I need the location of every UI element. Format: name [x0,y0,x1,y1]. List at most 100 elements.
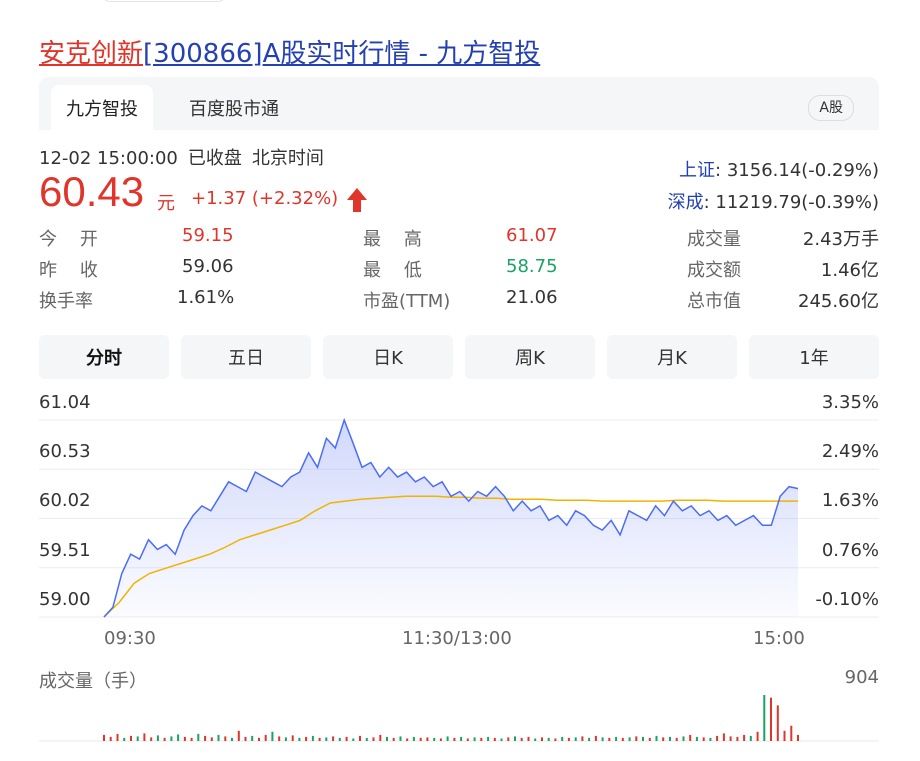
volume-bar [763,695,766,741]
price-line [103,417,799,618]
tab-intraday[interactable]: 分时 [39,335,169,379]
y-tick-left: 60.53 [39,441,91,462]
volume-bar [749,735,752,741]
volume-bar [116,733,119,741]
volume-bar [453,737,456,741]
volume-bar [406,738,409,741]
volume-bar [284,737,287,741]
volume-bar [722,733,725,741]
volume-bar [197,733,200,741]
volume-bar [514,736,516,741]
index-name[interactable]: 上证 [679,160,716,181]
index-value: : 11219.79(-0.39%) [703,192,879,213]
volume-bar [783,730,786,741]
open-label: 今 开 [39,229,98,250]
volume-bar [419,737,422,741]
volume-bar [675,737,678,741]
volume-label: 成交量 [687,229,741,250]
prev-close-label: 昨 收 [39,260,98,281]
volume-bar [136,736,139,741]
volume-bar [507,737,510,741]
volume-bar [439,738,442,741]
volume-bar [520,737,523,741]
index-shanghai[interactable]: 上证: 3156.14(-0.29%) [679,156,879,182]
volume-bar [231,737,233,741]
volume-bar [689,734,692,741]
turnover-label: 换手率 [39,291,93,312]
mcap-value: 245.60亿 [798,291,879,312]
volume-bar [561,736,564,741]
average-price-line [103,495,798,618]
volume-bar [541,737,543,741]
tab-jiufang[interactable]: 九方智投 [51,85,153,130]
volume-bar [291,735,294,741]
volume-bar [446,736,449,741]
volume-bar [776,705,779,741]
tab-baidu-stock[interactable]: 百度股市通 [189,98,279,120]
high-label: 最 高 [363,229,422,250]
timezone-label: 北京时间 [251,148,324,169]
volume-bar [493,737,496,741]
volume-bar [567,737,570,741]
pe-label: 市盈(TTM) [363,291,451,312]
volume-chart-label: 成交量（手） [39,671,147,692]
volume-bar [621,737,624,741]
volume-bar [500,738,503,741]
volume-bar [224,736,227,741]
volume-max-label: 904 [844,667,879,688]
volume-bar [534,738,537,741]
quote-datetime: 12-02 15:00:00 [39,148,178,169]
volume-bar [702,737,705,741]
volume-chart[interactable] [0,690,920,750]
volume-bar [615,736,618,741]
volume-bar [325,737,328,741]
volume-bar [244,736,247,741]
volume-bar [210,737,213,741]
volume-bar [386,736,388,741]
volume-bar [770,697,772,741]
volume-bar [392,737,395,741]
volume-bar [797,734,799,741]
title-stock-name[interactable]: 安克创新 [39,39,144,69]
volume-bar [372,737,375,741]
volume-bar [574,737,577,741]
market-badge: A股 [808,95,854,121]
volume-bar [433,737,436,741]
volume-bar [729,736,732,741]
arrow-up-icon [347,188,367,212]
tab-weekly-k[interactable]: 周K [465,335,595,379]
volume-bar [487,736,490,741]
title-stock-code[interactable]: [300866] [143,39,263,69]
volume-bar [103,734,105,741]
tab-monthly-k[interactable]: 月K [607,335,737,379]
amount-value: 1.46亿 [820,260,879,281]
volume-bar [251,735,254,741]
volume-bar [338,737,341,741]
volume-bar [130,735,132,741]
intraday-chart[interactable] [0,390,920,630]
volume-bar [156,735,159,741]
tab-daily-k[interactable]: 日K [323,335,453,379]
volume-bar [183,736,186,741]
tab-one-year[interactable]: 1年 [749,335,879,379]
y-tick-right: -0.10% [815,589,879,610]
index-name[interactable]: 深成 [667,192,704,213]
volume-bar [217,734,220,741]
page-title[interactable]: 安克创新[300866]A股实时行情 - 九方智投 [39,33,540,70]
volume-bar [264,734,267,741]
volume-bar [345,736,348,741]
volume-bar [709,737,712,741]
index-shenzhen[interactable]: 深成: 11219.79(-0.39%) [668,188,879,214]
volume-bar [170,736,173,741]
volume-bar [682,736,685,741]
tab-five-day[interactable]: 五日 [181,335,311,379]
title-rest[interactable]: A股实时行情 - 九方智投 [262,39,541,69]
high-value: 61.07 [506,225,558,246]
volume-bar [190,737,193,741]
volume-bar [150,737,153,741]
top-nav-fragment [102,0,226,2]
source-tab-bar: 九方智投 百度股市通 A股 [39,77,879,130]
volume-bar [743,734,746,741]
volume-bar [278,736,281,741]
open-value: 59.15 [182,225,234,246]
